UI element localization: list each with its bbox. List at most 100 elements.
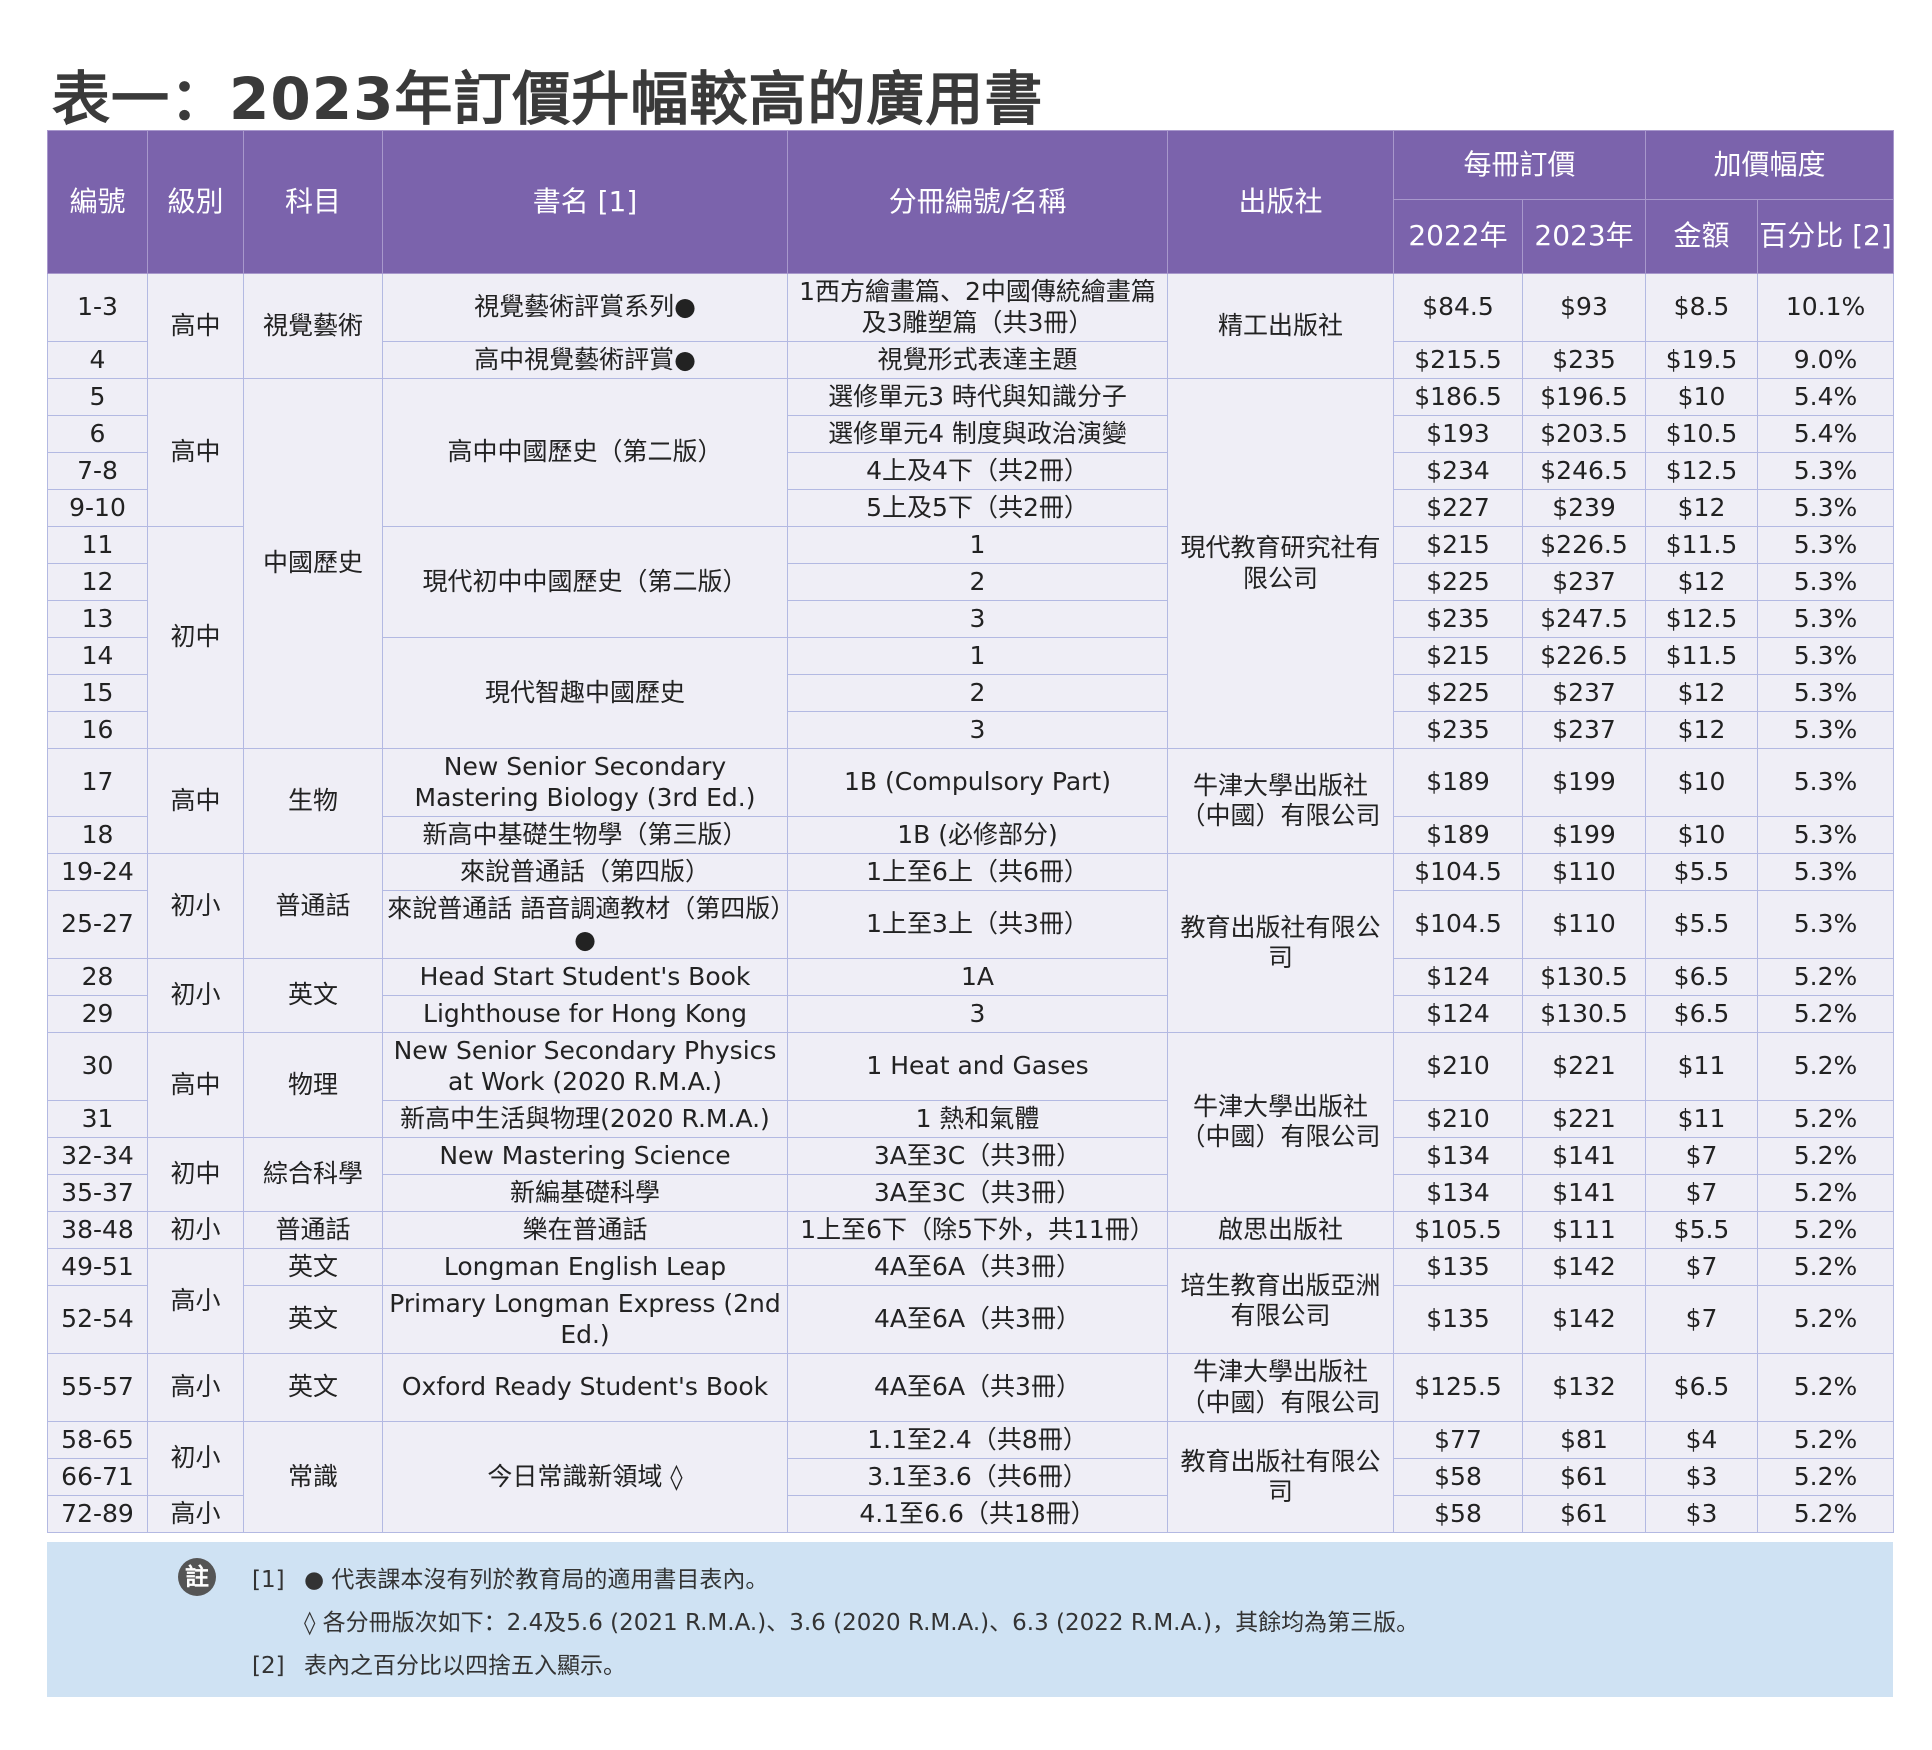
cell-percent: 5.2%: [1757, 995, 1895, 1033]
cell-volume: 3A至3C（共3冊）: [787, 1137, 1168, 1175]
cell-subject: 英文: [243, 958, 383, 1033]
cell-volume: 3: [787, 711, 1168, 749]
table-row: 19-24 初小 普通話 來說普通話（第四版） 1上至6上（共6冊） 教育出版社…: [47, 853, 1895, 1033]
cell-level: 高中: [147, 1032, 244, 1138]
note-icon: 註: [178, 1558, 216, 1596]
cell-book: 現代智趣中國歷史: [382, 637, 788, 749]
cell-price-2022: $125.5: [1393, 1353, 1523, 1422]
cell-level: 初中: [147, 526, 244, 749]
table-row: 52-54 英文 Primary Longman Express (2nd Ed…: [47, 1285, 1895, 1354]
cell-price-2022: $235: [1393, 711, 1523, 749]
table-row: 6 選修單元4 制度與政治演變 $193 $203.5 $10.5 5.4%: [47, 415, 1895, 453]
cell-percent: 5.2%: [1757, 1285, 1895, 1354]
cell-level: 高小: [147, 1353, 244, 1422]
cell-volume: 視覺形式表達主題: [787, 341, 1168, 379]
col-header-percent: 百分比 [2]: [1757, 199, 1895, 274]
cell-amount: $6.5: [1645, 958, 1759, 996]
cell-amount: $19.5: [1645, 341, 1759, 379]
cell-id: 55-57: [47, 1353, 148, 1422]
cell-percent: 5.2%: [1757, 1137, 1895, 1175]
cell-amount: $7: [1645, 1248, 1759, 1286]
cell-price-2022: $58: [1393, 1495, 1523, 1533]
cell-subject: 物理: [243, 1032, 383, 1138]
cell-id: 52-54: [47, 1285, 148, 1354]
cell-id: 31: [47, 1100, 148, 1138]
cell-id: 16: [47, 711, 148, 749]
cell-publisher: 牛津大學出版社（中國）有限公司: [1167, 748, 1394, 854]
cell-price-2022: $124: [1393, 958, 1523, 996]
col-header-amount: 金額: [1645, 199, 1759, 274]
col-header-increase: 加價幅度: [1645, 130, 1895, 200]
cell-level: 高中: [147, 748, 244, 854]
cell-price-2023: $237: [1521, 711, 1647, 749]
cell-volume: 1上至6上（共6冊）: [787, 853, 1168, 891]
cell-percent: 5.3%: [1757, 748, 1895, 817]
cell-percent: 5.2%: [1757, 1458, 1895, 1496]
table-row: 72-89 高小 4.1至6.6（共18冊） $58 $61 $3 5.2%: [47, 1495, 1895, 1533]
cell-id: 9-10: [47, 489, 148, 527]
note-1b: ◊ 各分冊版次如下：2.4及5.6 (2021 R.M.A.)、3.6 (202…: [304, 1603, 1419, 1637]
cell-volume: 1 Heat and Gases: [787, 1032, 1168, 1101]
cell-volume: 4A至6A（共3冊）: [787, 1248, 1168, 1286]
cell-publisher: 牛津大學出版社（中國）有限公司: [1167, 1032, 1394, 1212]
table-row: 16 3 $235 $237 $12 5.3%: [47, 711, 1895, 749]
cell-volume: 選修單元4 制度與政治演變: [787, 415, 1168, 453]
cell-percent: 5.2%: [1757, 1211, 1895, 1249]
cell-volume: 1: [787, 637, 1168, 675]
cell-id: 30: [47, 1032, 148, 1101]
cell-amount: $12.5: [1645, 600, 1759, 638]
cell-price-2022: $225: [1393, 674, 1523, 712]
cell-level: 初小: [147, 853, 244, 959]
table-row: 25-27 來說普通話 語音調適教材（第四版）● 1上至3上（共3冊） $104…: [47, 890, 1895, 959]
cell-subject: 普通話: [243, 853, 383, 959]
cell-volume: 1.1至2.4（共8冊）: [787, 1421, 1168, 1459]
cell-percent: 5.2%: [1757, 1495, 1895, 1533]
table-row: 1-3 高中 視覺藝術 視覺藝術評賞系列● 1西方繪畫篇、2中國傳統繪畫篇及3雕…: [47, 273, 1895, 379]
cell-price-2023: $93: [1521, 273, 1647, 342]
cell-id: 29: [47, 995, 148, 1033]
cell-price-2023: $141: [1521, 1137, 1647, 1175]
cell-price-2022: $134: [1393, 1174, 1523, 1212]
cell-publisher: 精工出版社: [1167, 273, 1394, 379]
table-row: 29 Lighthouse for Hong Kong 3 $124 $130.…: [47, 995, 1895, 1033]
cell-book: 樂在普通話: [382, 1211, 788, 1249]
cell-amount: $10: [1645, 378, 1759, 416]
cell-price-2023: $237: [1521, 563, 1647, 601]
table-row: 30 高中 物理 New Senior Secondary Physics at…: [47, 1032, 1895, 1212]
cell-price-2023: $199: [1521, 748, 1647, 817]
cell-percent: 5.2%: [1757, 1032, 1895, 1101]
cell-id: 17: [47, 748, 148, 817]
cell-amount: $11: [1645, 1100, 1759, 1138]
cell-price-2023: $132: [1521, 1353, 1647, 1422]
cell-level: 高中: [147, 378, 244, 527]
col-header-volume: 分冊編號/名稱: [787, 130, 1168, 274]
cell-amount: $6.5: [1645, 995, 1759, 1033]
table-row: 15 2 $225 $237 $12 5.3%: [47, 674, 1895, 712]
cell-book: Lighthouse for Hong Kong: [382, 995, 788, 1033]
cell-percent: 5.3%: [1757, 526, 1895, 564]
cell-id: 35-37: [47, 1174, 148, 1212]
cell-volume: 1B (Compulsory Part): [787, 748, 1168, 817]
cell-amount: $12: [1645, 489, 1759, 527]
cell-price-2023: $110: [1521, 853, 1647, 891]
note-2: [2] 表內之百分比以四捨五入顯示。: [252, 1646, 626, 1680]
cell-price-2023: $61: [1521, 1458, 1647, 1496]
cell-percent: 5.3%: [1757, 563, 1895, 601]
cell-amount: $4: [1645, 1421, 1759, 1459]
table-row: 58-65 初小 常識 今日常識新領域 ◊ 1.1至2.4（共8冊） 教育出版社…: [47, 1421, 1895, 1533]
cell-price-2023: $239: [1521, 489, 1647, 527]
col-header-subject: 科目: [243, 130, 383, 274]
col-header-publisher: 出版社: [1167, 130, 1394, 274]
cell-percent: 9.0%: [1757, 341, 1895, 379]
cell-amount: $11.5: [1645, 637, 1759, 675]
cell-book: Longman English Leap: [382, 1248, 788, 1286]
cell-percent: 5.3%: [1757, 674, 1895, 712]
cell-id: 66-71: [47, 1458, 148, 1496]
cell-amount: $7: [1645, 1174, 1759, 1212]
cell-volume: 1: [787, 526, 1168, 564]
cell-percent: 5.3%: [1757, 711, 1895, 749]
price-table: 編號 級別 科目 書名 [1] 分冊編號/名稱 出版社 每冊訂價 加價幅度 20…: [47, 130, 1895, 1533]
table-row: 12 2 $225 $237 $12 5.3%: [47, 563, 1895, 601]
cell-price-2023: $246.5: [1521, 452, 1647, 490]
cell-price-2023: $221: [1521, 1100, 1647, 1138]
